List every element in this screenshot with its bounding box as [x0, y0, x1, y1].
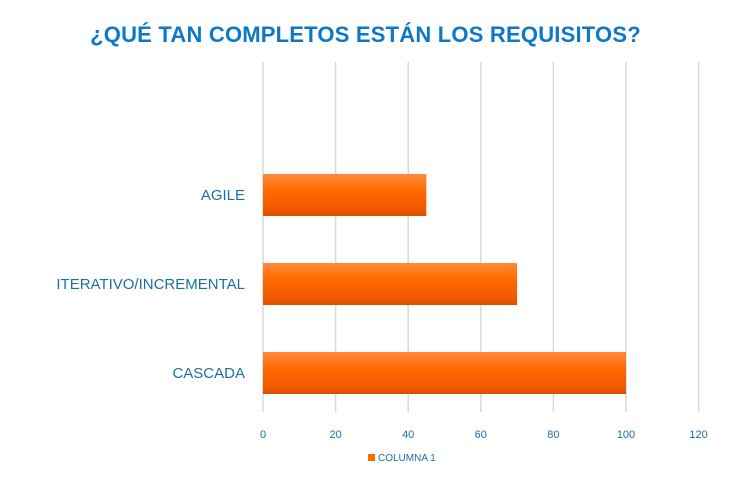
- x-tick-label: 60: [475, 429, 487, 441]
- x-tick-label: 20: [329, 429, 341, 441]
- category-label: CASCADA: [172, 365, 245, 382]
- chart-title: ¿QUÉ TAN COMPLETOS ESTÁN LOS REQUISITOS?: [90, 22, 641, 47]
- legend-swatch: [368, 454, 375, 461]
- category-label: ITERATIVO/INCREMENTAL: [56, 276, 245, 293]
- x-tick-label: 0: [260, 429, 266, 441]
- bar-cascada: [263, 352, 626, 394]
- category-label: AGILE: [201, 187, 245, 204]
- x-tick-label: 80: [547, 429, 559, 441]
- x-tick-label: 40: [402, 429, 414, 441]
- bar-agile: [263, 174, 427, 216]
- legend-label: COLUMNA 1: [378, 453, 436, 464]
- x-tick-label: 100: [617, 429, 635, 441]
- x-tick-label: 120: [689, 429, 707, 441]
- bar-iterativo-incremental: [263, 263, 518, 305]
